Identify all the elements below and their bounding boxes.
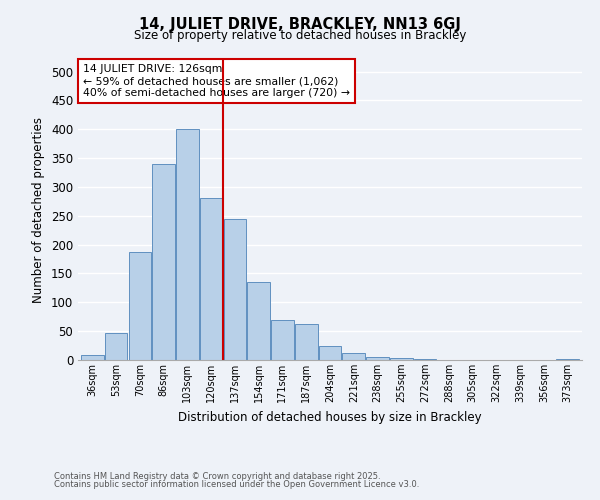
Bar	[343, 352, 365, 360]
Text: Size of property relative to detached houses in Brackley: Size of property relative to detached ho…	[134, 29, 466, 42]
Bar	[319, 346, 341, 360]
Text: Contains public sector information licensed under the Open Government Licence v3: Contains public sector information licen…	[54, 480, 419, 489]
Bar	[247, 282, 270, 360]
Bar	[271, 320, 294, 360]
Bar	[366, 357, 389, 360]
Bar	[128, 252, 151, 360]
X-axis label: Distribution of detached houses by size in Brackley: Distribution of detached houses by size …	[178, 410, 482, 424]
Bar	[81, 356, 104, 360]
Bar	[105, 334, 127, 360]
Bar	[152, 164, 175, 360]
Text: Contains HM Land Registry data © Crown copyright and database right 2025.: Contains HM Land Registry data © Crown c…	[54, 472, 380, 481]
Bar	[295, 324, 317, 360]
Text: 14 JULIET DRIVE: 126sqm
← 59% of detached houses are smaller (1,062)
40% of semi: 14 JULIET DRIVE: 126sqm ← 59% of detache…	[83, 64, 350, 98]
Y-axis label: Number of detached properties: Number of detached properties	[32, 117, 46, 303]
Bar	[556, 359, 579, 360]
Text: 14, JULIET DRIVE, BRACKLEY, NN13 6GJ: 14, JULIET DRIVE, BRACKLEY, NN13 6GJ	[139, 18, 461, 32]
Bar	[224, 218, 246, 360]
Bar	[200, 198, 223, 360]
Bar	[390, 358, 413, 360]
Bar	[176, 129, 199, 360]
